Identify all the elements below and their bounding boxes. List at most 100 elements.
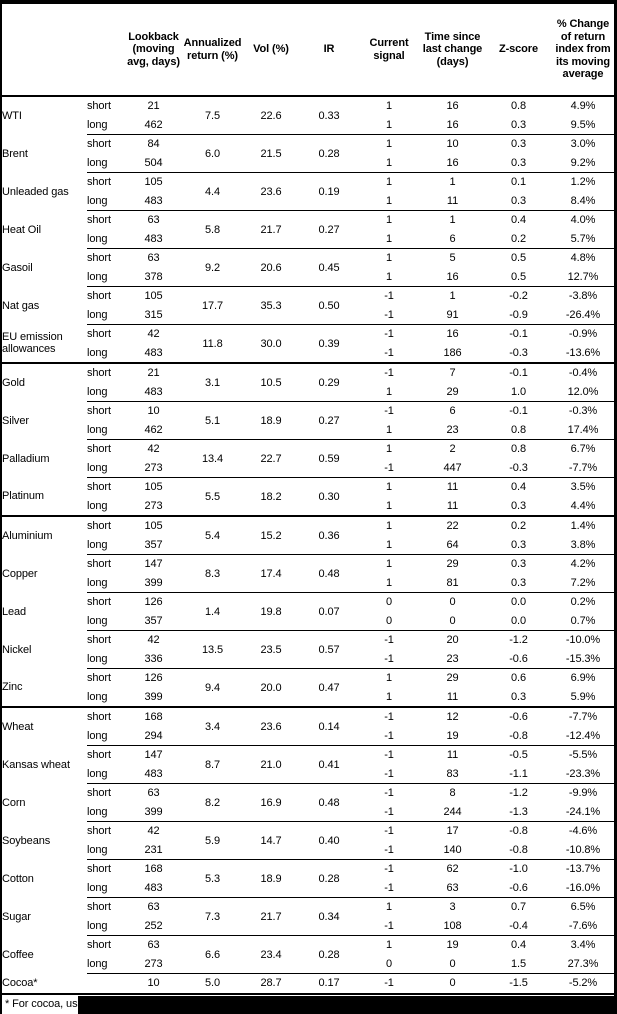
row-type: short	[87, 935, 124, 955]
cell-time-since: 244	[443, 805, 462, 818]
cell-annualized-return: 8.3	[183, 554, 242, 593]
col-header-name	[2, 4, 87, 97]
cell-ir: 0.45	[300, 248, 358, 287]
cell-pct-change: -23.3%	[565, 767, 601, 780]
cell-lookback: 21	[147, 100, 160, 113]
table-row: long 378 1 16 0.5 12.7%	[2, 268, 614, 287]
table-row: long 483 1 6 0.2 5.7%	[2, 230, 614, 249]
col-header-type	[87, 4, 124, 97]
cell-zscore: 0.8	[485, 439, 552, 459]
row-type: short	[87, 172, 124, 192]
cell-time-since: 1	[420, 172, 485, 192]
row-label: Sugar	[2, 910, 31, 923]
cell-zscore: 0.1	[485, 172, 552, 192]
cell-ir: 0.28	[300, 859, 358, 898]
cell-current-signal: 1	[358, 668, 420, 688]
cell-pct-change: -24.1%	[565, 805, 601, 818]
table-row: long 462 1 23 0.8 17.4%	[2, 421, 614, 440]
row-type: short	[87, 134, 124, 154]
cell-zscore: -0.5	[485, 745, 552, 765]
cell-current-signal: 1	[358, 935, 420, 955]
table-row: Sugar short 63 7.3 21.7 0.34 1 3 0.7 6.5%	[2, 897, 614, 936]
table-body: WTI short 21 7.5 22.6 0.33 1 16 0.8 4.9% long 462 1 1…	[2, 96, 614, 994]
cell-pct-change: 0.2%	[552, 592, 614, 612]
cell-annualized-return: 13.5	[183, 630, 242, 669]
cell-time-since: 447	[443, 461, 462, 474]
cell-time-since: 91	[446, 308, 459, 321]
cell-current-signal: 1	[358, 172, 420, 192]
cell-ir: 0.40	[300, 821, 358, 860]
cell-time-since: 23	[446, 423, 459, 436]
col-header-pct-change: % Change of return index from its moving…	[552, 4, 614, 97]
row-type: short	[87, 554, 124, 574]
row-type: short	[87, 668, 124, 688]
col-header-zscore: Z-score	[485, 4, 552, 97]
cell-time-since: 11	[446, 194, 459, 207]
cell-current-signal: 1	[385, 423, 393, 436]
row-type: short	[87, 210, 124, 230]
cell-current-signal: -1	[358, 324, 420, 344]
table-row: long 399 1 11 0.3 5.9%	[2, 688, 614, 708]
cell-lookback: 483	[144, 346, 163, 359]
cell-current-signal: -1	[384, 652, 394, 665]
cell-ir: 0.27	[300, 401, 358, 440]
table-row: Zinc short 126 9.4 20.0 0.47 1 29 0.6 6.9%	[2, 668, 614, 707]
cell-time-since: 23	[446, 652, 459, 665]
cell-current-signal: -1	[358, 745, 420, 765]
cell-time-since: 12	[420, 706, 485, 727]
row-label: Soybeans	[2, 834, 51, 847]
cell-lookback: 483	[144, 881, 163, 894]
cell-pct-change: -13.6%	[565, 346, 601, 359]
cell-current-signal: -1	[384, 461, 394, 474]
cell-vol: 21.0	[242, 745, 300, 784]
row-label: Corn	[2, 796, 26, 809]
cell-time-since: 6	[449, 232, 456, 245]
cell-annualized-return: 9.4	[183, 668, 242, 707]
cell-vol: 22.6	[260, 109, 282, 122]
row-type: long	[87, 919, 108, 932]
cell-zscore: -1.2	[485, 630, 552, 650]
cell-annualized-return: 5.9	[183, 821, 242, 860]
row-type: short	[87, 706, 124, 727]
row-label: Zinc	[2, 681, 23, 694]
cell-current-signal: -1	[384, 729, 394, 742]
cell-pct-change: -12.4%	[565, 729, 601, 742]
cell-lookback: 42	[124, 630, 183, 650]
cell-vol: 28.7	[242, 973, 300, 994]
footnote: * For cocoa, uses c	[2, 995, 614, 1014]
cell-zscore: -0.6	[485, 706, 552, 727]
cell-zscore: 0.5	[485, 248, 552, 268]
cell-pct-change: -4.6%	[552, 821, 614, 841]
cell-vol: 10.5	[242, 362, 300, 402]
cell-time-since: 0	[449, 614, 456, 627]
cell-lookback: 294	[144, 729, 163, 742]
cell-lookback: 63	[124, 210, 183, 230]
cell-zscore: -0.3	[509, 346, 528, 359]
cell-ir: 0.29	[300, 362, 358, 402]
row-type: long	[87, 423, 108, 436]
cell-zscore: 0.7	[485, 897, 552, 917]
row-label: Cotton	[2, 872, 34, 885]
row-type: long	[87, 118, 108, 131]
cell-zscore: -0.3	[509, 461, 528, 474]
cell-pct-change: 1.4%	[552, 515, 614, 536]
cell-vol: 21.5	[242, 134, 300, 173]
cell-lookback: 357	[144, 538, 163, 551]
row-type: short	[87, 821, 124, 841]
cell-time-since: 16	[446, 156, 459, 169]
cell-pct-change: -7.7%	[568, 461, 598, 474]
cell-vol: 18.9	[242, 401, 300, 440]
cell-zscore: 0.4	[485, 935, 552, 955]
cell-current-signal: -1	[358, 630, 420, 650]
cell-lookback: 42	[124, 821, 183, 841]
cell-time-since: 63	[446, 881, 459, 894]
cell-lookback: 147	[124, 554, 183, 574]
cell-lookback: 63	[124, 783, 183, 803]
cell-zscore: 0.5	[511, 270, 526, 283]
cell-pct-change: 12.0%	[567, 385, 599, 398]
row-label: Aluminium	[2, 515, 87, 555]
cell-current-signal: 1	[385, 499, 393, 512]
cell-vol: 16.9	[242, 783, 300, 822]
table-row: Nat gas short 105 17.7 35.3 0.50 -1 1 -0.2 -3.8%	[2, 286, 614, 325]
row-type: long	[87, 270, 108, 283]
